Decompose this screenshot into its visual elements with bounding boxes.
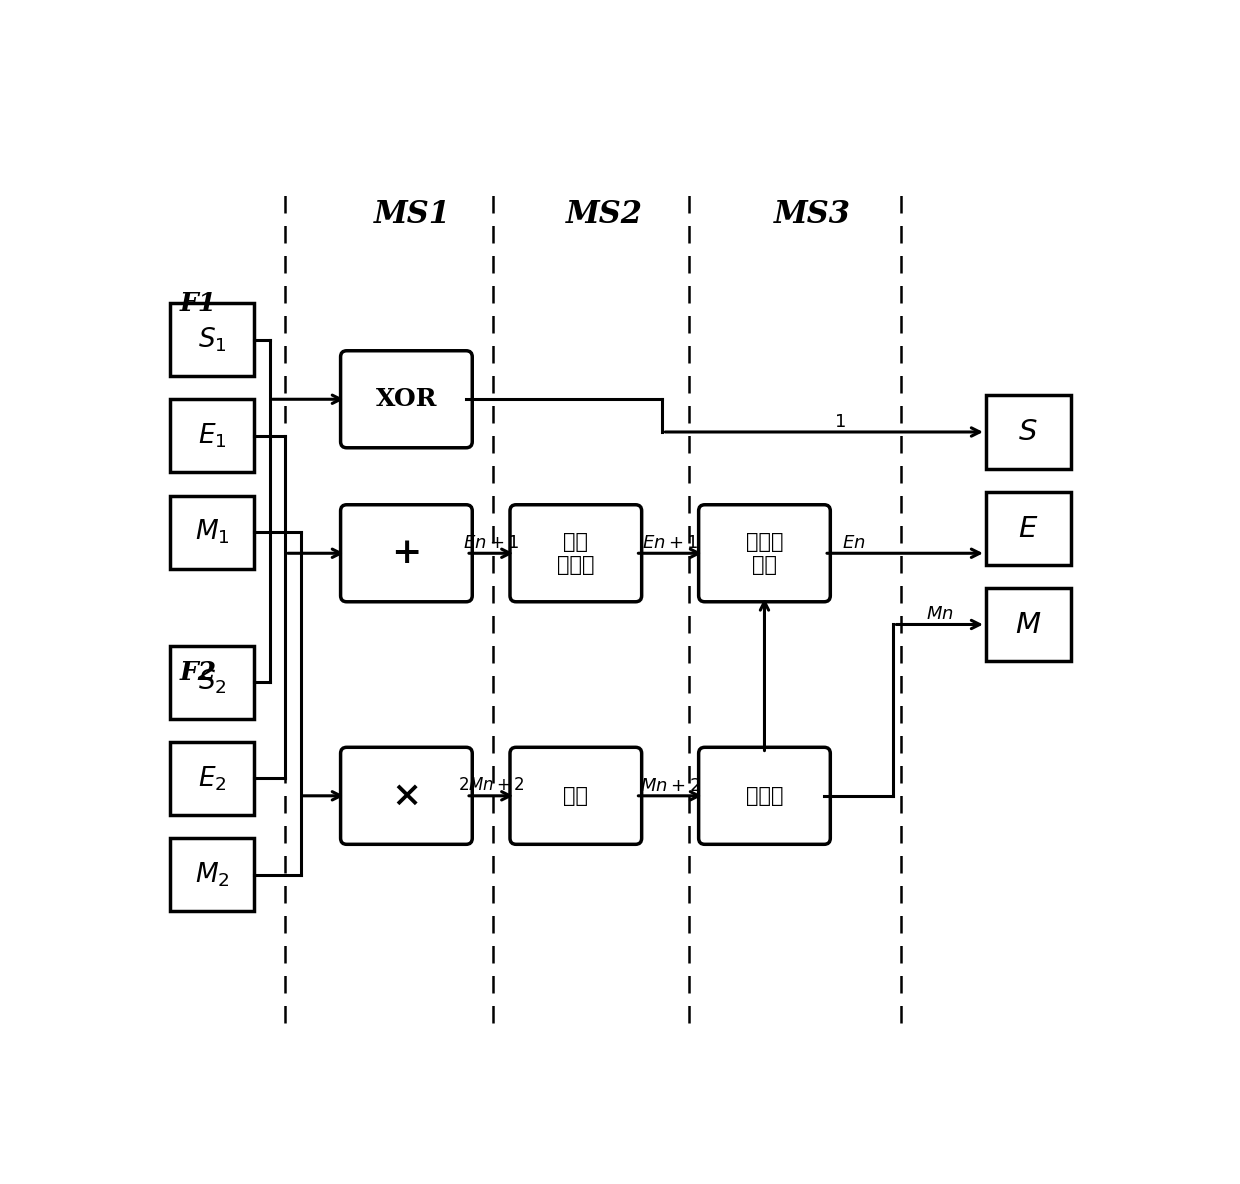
FancyBboxPatch shape: [510, 747, 641, 844]
Text: $En$: $En$: [842, 534, 866, 552]
Text: $1$: $1$: [835, 413, 846, 431]
Text: 规格化: 规格化: [745, 786, 784, 806]
FancyBboxPatch shape: [698, 504, 831, 601]
Text: MS1: MS1: [373, 199, 450, 230]
Text: +: +: [392, 536, 422, 571]
Bar: [986, 588, 1070, 661]
Text: XOR: XOR: [376, 387, 438, 411]
Text: $En+1$: $En+1$: [642, 534, 698, 552]
Text: $E_1$: $E_1$: [197, 422, 227, 450]
Text: $E$: $E$: [1018, 514, 1038, 542]
FancyBboxPatch shape: [341, 747, 472, 844]
Text: $S_1$: $S_1$: [197, 326, 227, 354]
Bar: [986, 395, 1070, 469]
FancyBboxPatch shape: [341, 350, 472, 448]
Text: 规格化
调整: 规格化 调整: [745, 532, 784, 575]
Bar: [986, 491, 1070, 565]
Bar: [170, 303, 254, 377]
Bar: [170, 742, 254, 815]
Text: $S$: $S$: [1018, 418, 1038, 446]
Text: $E_2$: $E_2$: [197, 764, 227, 793]
FancyBboxPatch shape: [341, 504, 472, 601]
Text: $M_2$: $M_2$: [195, 861, 229, 889]
Text: F1: F1: [180, 290, 217, 315]
Text: 舍入: 舍入: [563, 786, 588, 806]
Text: $S_2$: $S_2$: [197, 668, 227, 696]
Text: 判溢
减偏置: 判溢 减偏置: [557, 532, 594, 575]
Bar: [170, 399, 254, 472]
Text: $M$: $M$: [1016, 610, 1042, 639]
FancyBboxPatch shape: [510, 504, 641, 601]
Text: MS3: MS3: [774, 199, 851, 230]
Text: ×: ×: [392, 779, 422, 812]
Bar: [170, 838, 254, 912]
FancyBboxPatch shape: [698, 747, 831, 844]
Text: $En+1$: $En+1$: [463, 534, 520, 552]
Bar: [170, 496, 254, 568]
Text: F2: F2: [180, 661, 217, 686]
Bar: [170, 645, 254, 719]
Text: MS2: MS2: [567, 199, 644, 230]
Text: $Mn$: $Mn$: [926, 605, 954, 624]
Text: $2Mn+2$: $2Mn+2$: [458, 778, 525, 794]
Text: $M_1$: $M_1$: [195, 517, 229, 546]
Text: $Mn+2$: $Mn+2$: [640, 777, 701, 794]
